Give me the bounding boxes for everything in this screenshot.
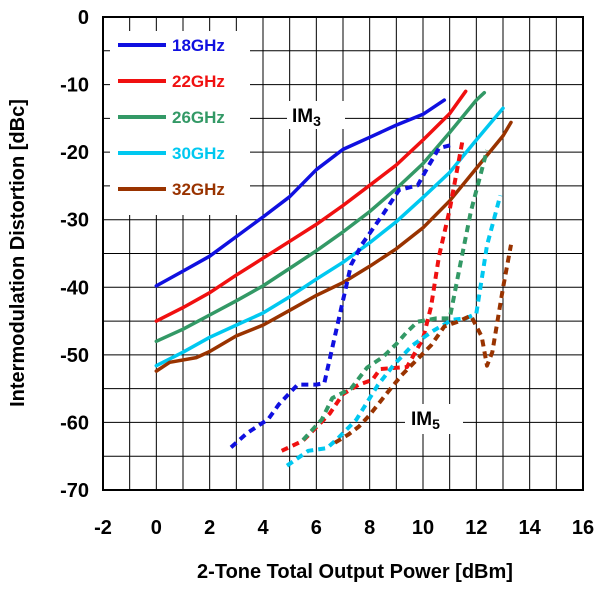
im5-subscript: 5	[432, 416, 440, 432]
im5-curves	[229, 137, 513, 468]
y-tick-label: -70	[60, 480, 89, 502]
im3-line-26GHz	[154, 90, 487, 344]
x-tick-label: 10	[412, 517, 434, 539]
x-tick-label: 2	[204, 517, 215, 539]
im3-annotation-text: IM3	[292, 106, 321, 129]
x-tick-label: 14	[519, 517, 542, 539]
x-tick-label: 12	[465, 517, 487, 539]
y-tick-label: -60	[60, 412, 89, 434]
legend-label: 26GHz	[172, 108, 225, 127]
legend-label: 18GHz	[172, 36, 225, 55]
im5-annotation-bg	[405, 404, 463, 434]
x-tick-labels: -2 0 2 4 6 8 10 12 14 16	[94, 517, 594, 539]
im3-line-18GHz	[154, 98, 447, 288]
y-axis-label: Intermodulation Distortion [dBc]	[7, 99, 29, 407]
plot-frame	[102, 16, 584, 491]
im5-line-32GHz	[333, 244, 513, 445]
im3-annotation: IM3	[287, 101, 345, 129]
legend-label: 32GHz	[172, 180, 225, 199]
y-tick-label: -30	[60, 210, 89, 232]
im3-label: IM	[292, 106, 313, 127]
y-tick-labels: 0 -10 -20 -30 -40 -50 -60 -70	[60, 7, 89, 502]
im5-annotation: IM5	[405, 404, 463, 434]
im5-line-18GHz	[229, 142, 453, 449]
y-tick-label: 0	[78, 7, 89, 29]
x-tick-label: 0	[151, 517, 162, 539]
x-tick-label: 6	[311, 517, 322, 539]
y-tick-label: -20	[60, 142, 89, 164]
legend-label: 30GHz	[172, 144, 225, 163]
y-tick-label: -50	[60, 345, 89, 367]
x-tick-label: -2	[94, 517, 112, 539]
legend: 18GHz 22GHz 26GHz 30GHz 32GHz	[110, 31, 250, 215]
x-tick-label: 8	[364, 517, 375, 539]
legend-label: 22GHz	[172, 72, 225, 91]
im3-line-32GHz	[154, 120, 513, 373]
im5-line-26GHz	[301, 149, 489, 442]
x-axis-label: 2-Tone Total Output Power [dBm]	[197, 561, 513, 583]
x-tick-label: 4	[257, 517, 269, 539]
im3-line-22GHz	[154, 89, 468, 323]
legend-background	[110, 31, 250, 215]
im3-annotation-bg	[287, 101, 345, 129]
im5-annotation-text: IM5	[411, 409, 440, 432]
im5-line-30GHz	[285, 194, 503, 468]
im5-label: IM	[411, 409, 432, 430]
im3-subscript: 3	[313, 113, 321, 129]
y-tick-label: -10	[60, 75, 89, 97]
x-tick-label: 16	[572, 517, 594, 539]
y-tick-label: -40	[60, 277, 89, 299]
im3-line-30GHz	[154, 106, 505, 368]
im3-curves	[154, 89, 513, 373]
